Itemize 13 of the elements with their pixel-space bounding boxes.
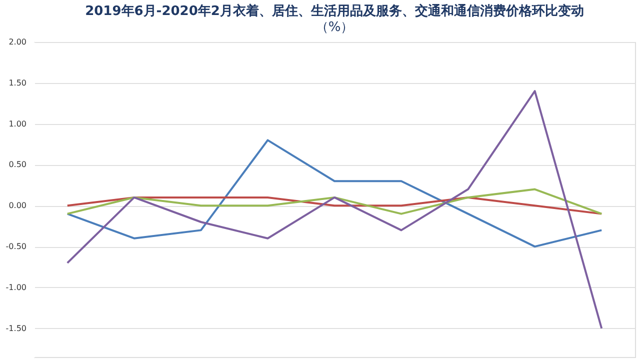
y-tick-label: 1.00: [8, 119, 26, 128]
chart-title: 2019年6月-2020年2月衣着、居住、生活用品及服务、交通和通信消费价格环比变动: [85, 3, 584, 19]
y-tick-label: -1.00: [6, 282, 26, 292]
y-tick-label: 1.50: [8, 78, 26, 88]
y-tick-label: -1.50: [6, 324, 26, 333]
line-series: [66, 90, 603, 330]
line-series: [66, 188, 603, 215]
y-tick-label: -0.50: [6, 242, 26, 252]
y-tick-label: 2.00: [8, 38, 26, 46]
y-tick-label: 0.00: [8, 201, 26, 210]
y-tick-label: 0.50: [8, 160, 26, 170]
chart-subtitle: （%）: [315, 20, 354, 35]
line-series: [66, 139, 603, 248]
